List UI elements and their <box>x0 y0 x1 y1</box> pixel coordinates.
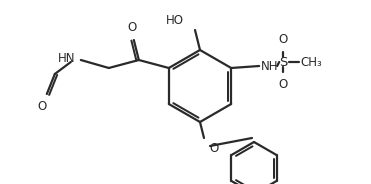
Text: S: S <box>279 56 288 68</box>
Text: NH: NH <box>260 59 278 72</box>
Text: HO: HO <box>166 14 184 27</box>
Text: HN: HN <box>58 52 76 65</box>
Text: O: O <box>279 78 288 91</box>
Text: O: O <box>279 33 288 46</box>
Text: O: O <box>209 142 218 155</box>
Text: O: O <box>127 21 137 34</box>
Text: CH₃: CH₃ <box>300 56 322 68</box>
Text: O: O <box>37 100 46 113</box>
